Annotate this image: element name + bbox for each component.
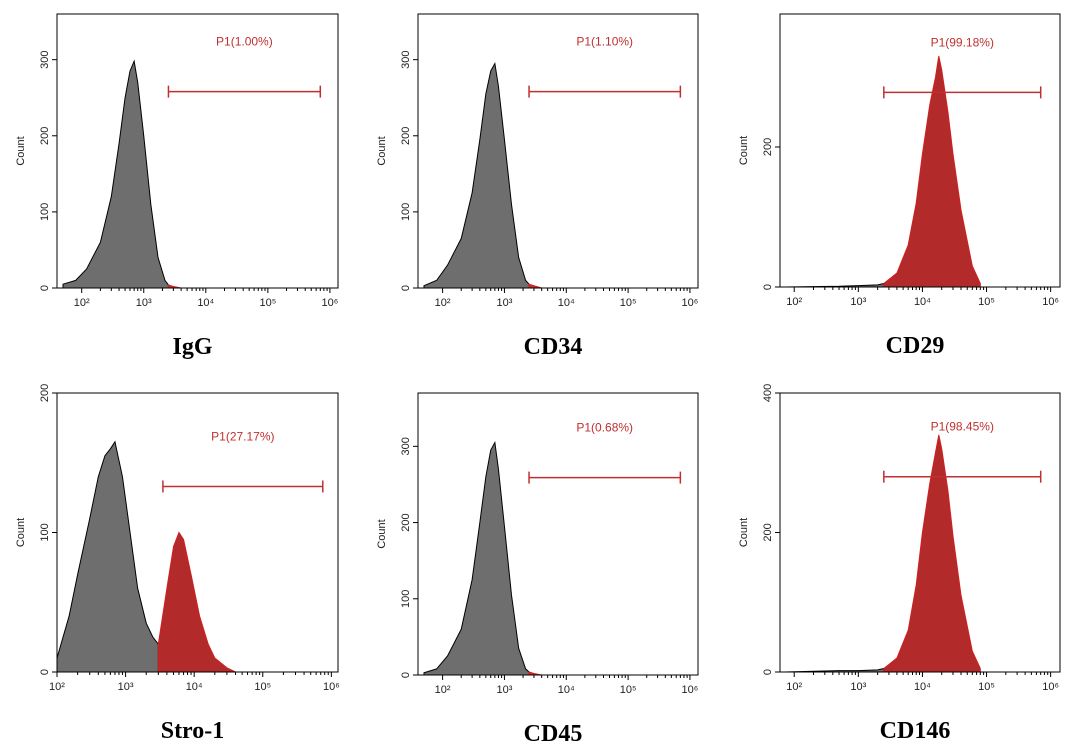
x-tick-label: 10⁴ <box>914 296 931 308</box>
panel: 10² 10³ 10⁴ 10⁵ 10⁶ 0 100 200 300 Count P1(0.68%) C… <box>376 392 699 744</box>
x-tick-label: 10⁴ <box>558 684 575 696</box>
y-axis-label: Count <box>376 519 388 548</box>
y-tick-label: 200 <box>400 127 412 145</box>
y-axis-label: Count <box>15 518 27 547</box>
panel-caption: IgG <box>172 334 212 360</box>
y-tick-label: 300 <box>400 50 412 68</box>
x-tick-label: 10² <box>49 681 65 693</box>
gate-label: P1(1.10%) <box>576 35 633 49</box>
y-tick-label: 100 <box>39 203 51 221</box>
panel: 10² 10³ 10⁴ 10⁵ 10⁶ 0 100 200 Count P1(27.17%) Str… <box>15 384 340 744</box>
x-tick-label: 10³ <box>136 297 152 309</box>
y-tick-label: 100 <box>400 590 412 608</box>
y-tick-label: 200 <box>400 513 412 531</box>
x-tick-label: 10² <box>786 681 802 693</box>
x-tick-label: 10³ <box>850 296 866 308</box>
panel-caption: Stro-1 <box>161 718 225 744</box>
x-tick-label: 10⁶ <box>1042 296 1059 308</box>
x-tick-label: 10⁵ <box>259 297 276 309</box>
x-tick-label: 10³ <box>496 684 512 696</box>
y-tick-label: 300 <box>400 437 412 455</box>
y-tick-label: 0 <box>400 285 412 291</box>
plot-frame <box>417 13 699 289</box>
gate-label: P1(1.00%) <box>216 35 273 49</box>
gate-label: P1(98.45%) <box>931 420 994 434</box>
y-tick-label: 0 <box>762 669 774 675</box>
x-tick-label: 10⁵ <box>620 297 637 309</box>
panel-caption: CD29 <box>886 333 945 359</box>
plot-frame <box>779 13 1061 288</box>
x-tick-label: 10⁴ <box>186 681 203 693</box>
y-tick-label: 200 <box>39 127 51 145</box>
x-tick-label: 10² <box>74 297 90 309</box>
panel-caption: CD146 <box>880 718 951 744</box>
x-tick-label: 10⁵ <box>254 681 271 693</box>
histogram-area <box>784 667 885 673</box>
y-axis-label: Count <box>738 518 750 547</box>
panel-caption: CD45 <box>524 721 583 744</box>
plot-frame <box>56 13 339 289</box>
x-tick-label: 10⁶ <box>682 684 699 696</box>
y-tick-label: 100 <box>400 203 412 221</box>
panel: 10² 10³ 10⁴ 10⁵ 10⁶ 0 100 200 300 Count P1(1.10%) C… <box>376 13 699 360</box>
histogram-area <box>157 531 236 673</box>
x-tick-label: 10⁴ <box>558 297 575 309</box>
x-tick-label: 10⁴ <box>197 297 214 309</box>
y-tick-label: 400 <box>762 384 774 402</box>
histogram-area <box>528 283 542 289</box>
y-tick-label: 0 <box>39 669 51 675</box>
x-tick-label: 10² <box>786 296 802 308</box>
x-tick-label: 10⁵ <box>978 681 995 693</box>
plot-frame <box>417 392 699 676</box>
gate-label: P1(0.68%) <box>576 421 633 435</box>
x-tick-label: 10⁵ <box>978 296 995 308</box>
y-tick-label: 200 <box>762 523 774 541</box>
x-tick-label: 10² <box>435 684 451 696</box>
histogram-area <box>883 55 981 288</box>
x-tick-label: 10⁶ <box>1042 681 1059 693</box>
panel: 10² 10³ 10⁴ 10⁵ 10⁶ 0 200 400 Count P1(98.45%) CD1… <box>738 384 1061 744</box>
x-tick-label: 10⁵ <box>620 684 637 696</box>
histogram-area <box>883 434 981 673</box>
y-axis-label: Count <box>376 136 388 165</box>
x-tick-label: 10⁶ <box>322 297 339 309</box>
y-tick-label: 0 <box>39 285 51 291</box>
y-tick-label: 300 <box>39 50 51 68</box>
x-tick-label: 10⁶ <box>323 681 340 693</box>
gate-label: P1(27.17%) <box>211 429 274 443</box>
histogram-area <box>423 440 530 676</box>
y-tick-label: 100 <box>39 523 51 541</box>
panel: 10² 10³ 10⁴ 10⁵ 10⁶ 0 200 Count P1(99.18%) CD29 <box>738 13 1061 359</box>
y-tick-label: 200 <box>762 138 774 156</box>
y-tick-label: 0 <box>400 672 412 678</box>
y-tick-label: 0 <box>762 284 774 290</box>
x-tick-label: 10³ <box>496 297 512 309</box>
histogram-area <box>423 61 530 289</box>
histogram-area <box>62 59 169 289</box>
panel-caption: CD34 <box>524 334 583 360</box>
y-tick-label: 200 <box>39 384 51 402</box>
x-tick-label: 10³ <box>850 681 866 693</box>
histogram-area <box>784 282 885 288</box>
y-axis-label: Count <box>15 136 27 165</box>
gate-label: P1(99.18%) <box>931 35 994 49</box>
x-tick-label: 10⁶ <box>682 297 699 309</box>
histogram-area <box>56 440 159 673</box>
y-axis-label: Count <box>738 136 750 165</box>
x-tick-label: 10⁴ <box>914 681 931 693</box>
x-tick-label: 10³ <box>118 681 134 693</box>
panel: 10² 10³ 10⁴ 10⁵ 10⁶ 0 100 200 300 Count P1(1.00%) I… <box>15 13 339 360</box>
x-tick-label: 10² <box>435 297 451 309</box>
